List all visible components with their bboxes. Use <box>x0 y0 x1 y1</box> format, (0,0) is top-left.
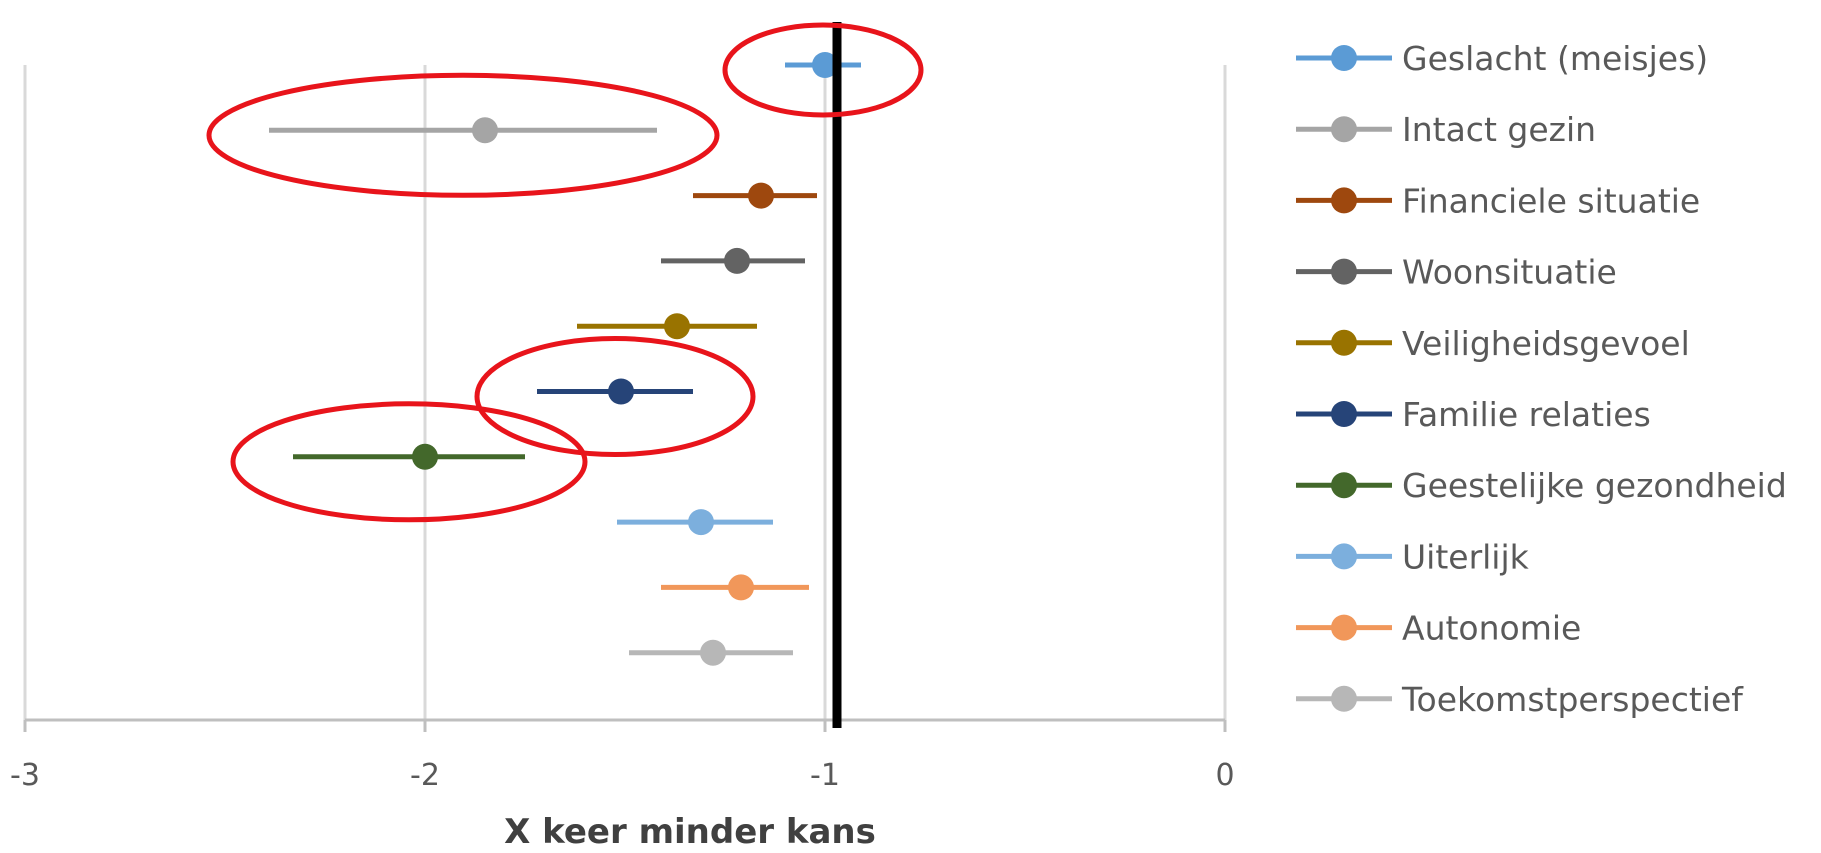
legend-label: Woonsituatie <box>1402 253 1617 292</box>
legend-item: Geestelijke gezondheid <box>1296 466 1787 505</box>
x-tick-label: -2 <box>410 758 440 793</box>
x-axis-title: X keer minder kans <box>504 812 876 852</box>
legend-marker <box>1331 685 1357 712</box>
x-tick-label: 0 <box>1215 758 1234 793</box>
legend-label: Geestelijke gezondheid <box>1402 466 1787 505</box>
legend-marker <box>1331 401 1357 427</box>
series-financiele-situatie <box>693 182 817 209</box>
x-tick-label: -1 <box>810 758 840 793</box>
data-point <box>700 639 726 666</box>
series-geestelijke-gezondheid <box>293 443 525 470</box>
legend-item: Intact gezin <box>1296 110 1596 149</box>
series-woonsituatie <box>661 247 805 274</box>
legend-label: Toekomstperspectief <box>1401 680 1744 719</box>
legend-marker <box>1331 258 1357 285</box>
highlight-ellipse <box>722 22 924 118</box>
series-toekomstperspectief <box>629 639 793 666</box>
legend-label: Geslacht (meisjes) <box>1402 39 1708 78</box>
legend-item: Uiterlijk <box>1296 537 1530 576</box>
legend-marker <box>1331 543 1357 570</box>
legend-item: Familie relaties <box>1296 395 1651 434</box>
series-layer <box>269 52 861 666</box>
highlight-ellipse <box>206 72 720 198</box>
series-intact-gezin <box>269 117 657 144</box>
series-geslacht-meisjes <box>785 52 861 78</box>
series-uiterlijk <box>617 509 773 536</box>
series-veiligheidsgevoel <box>577 313 757 340</box>
data-point <box>724 247 750 274</box>
legend-marker <box>1331 187 1357 214</box>
highlight-ellipse <box>474 336 756 457</box>
x-tick-label: -3 <box>10 758 40 793</box>
legend-label: Autonomie <box>1402 609 1581 648</box>
data-point <box>812 52 838 78</box>
legend-marker <box>1331 116 1357 143</box>
legend-label: Uiterlijk <box>1402 537 1530 576</box>
data-point <box>608 378 634 405</box>
legend-label: Familie relaties <box>1402 395 1651 434</box>
series-autonomie <box>661 574 809 601</box>
legend-item: Autonomie <box>1296 609 1581 648</box>
legend-marker <box>1331 472 1357 499</box>
x-axis: -3 -2 -1 0 <box>10 718 1235 793</box>
data-point <box>472 117 498 144</box>
legend-item: Toekomstperspectief <box>1296 680 1744 719</box>
series-familie-relaties <box>537 378 693 405</box>
data-point <box>664 313 690 340</box>
legend-label: Financiele situatie <box>1402 181 1700 220</box>
legend: Geslacht (meisjes) Intact gezin Financiele… <box>1296 39 1787 719</box>
legend-item: Veiligheidsgevoel <box>1296 324 1690 363</box>
legend-item: Financiele situatie <box>1296 181 1700 220</box>
data-point <box>748 182 774 209</box>
data-point <box>728 574 754 601</box>
highlight-annotations <box>206 22 924 523</box>
legend-item: Geslacht (meisjes) <box>1296 39 1708 78</box>
gridlines <box>23 65 1227 720</box>
legend-label: Veiligheidsgevoel <box>1402 324 1690 363</box>
legend-label: Intact gezin <box>1402 110 1596 149</box>
data-point <box>412 443 438 470</box>
legend-marker <box>1331 329 1357 356</box>
legend-item: Woonsituatie <box>1296 253 1617 292</box>
highlight-ellipse <box>230 401 588 523</box>
legend-marker <box>1331 614 1357 641</box>
data-point <box>688 509 714 536</box>
legend-marker <box>1331 45 1357 71</box>
